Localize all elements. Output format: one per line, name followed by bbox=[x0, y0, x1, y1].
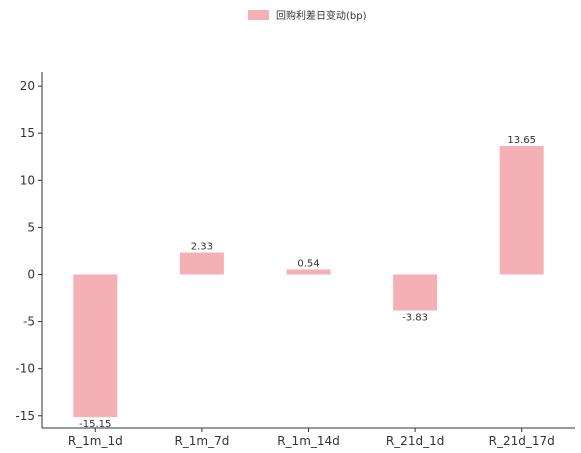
x-axis: R_1m_1d R_1m_7d R_1m_14d R_21d_1d R_21d_17d bbox=[42, 427, 575, 448]
bar bbox=[499, 145, 544, 275]
data-labels: -15.15 2.33 0.54 -3.83 13.65 bbox=[79, 135, 536, 430]
data-label: 2.33 bbox=[191, 242, 213, 253]
y-tick-label: 5 bbox=[27, 220, 35, 234]
bars bbox=[73, 145, 544, 418]
legend-swatch bbox=[248, 10, 269, 20]
y-tick-label: -15 bbox=[15, 409, 35, 423]
y-axis: 20 15 10 5 0 -5 -10 -15 bbox=[15, 72, 43, 428]
legend: 回购利差日变动(bp) bbox=[248, 9, 367, 22]
bar bbox=[393, 274, 438, 311]
bar bbox=[73, 274, 118, 418]
x-tick-label: R_21d_1d bbox=[386, 434, 444, 448]
y-tick-label: 20 bbox=[20, 79, 35, 93]
x-tick-label: R_1m_14d bbox=[277, 434, 340, 448]
data-label: 13.65 bbox=[507, 135, 536, 146]
y-tick-label: -5 bbox=[23, 315, 35, 329]
data-label: -3.83 bbox=[402, 313, 428, 324]
y-tick-label: 0 bbox=[27, 267, 35, 281]
y-tick-label: -10 bbox=[15, 362, 35, 376]
bar bbox=[179, 252, 224, 275]
x-tick-label: R_1m_1d bbox=[68, 434, 123, 448]
data-label: 0.54 bbox=[297, 258, 319, 269]
y-tick-label: 10 bbox=[20, 173, 35, 187]
x-tick-label: R_1m_7d bbox=[174, 434, 229, 448]
data-label: -15.15 bbox=[79, 419, 111, 430]
bar bbox=[286, 269, 331, 275]
x-tick-label: R_21d_17d bbox=[489, 434, 555, 448]
y-tick-label: 15 bbox=[20, 126, 35, 140]
legend-label: 回购利差日变动(bp) bbox=[276, 9, 367, 22]
